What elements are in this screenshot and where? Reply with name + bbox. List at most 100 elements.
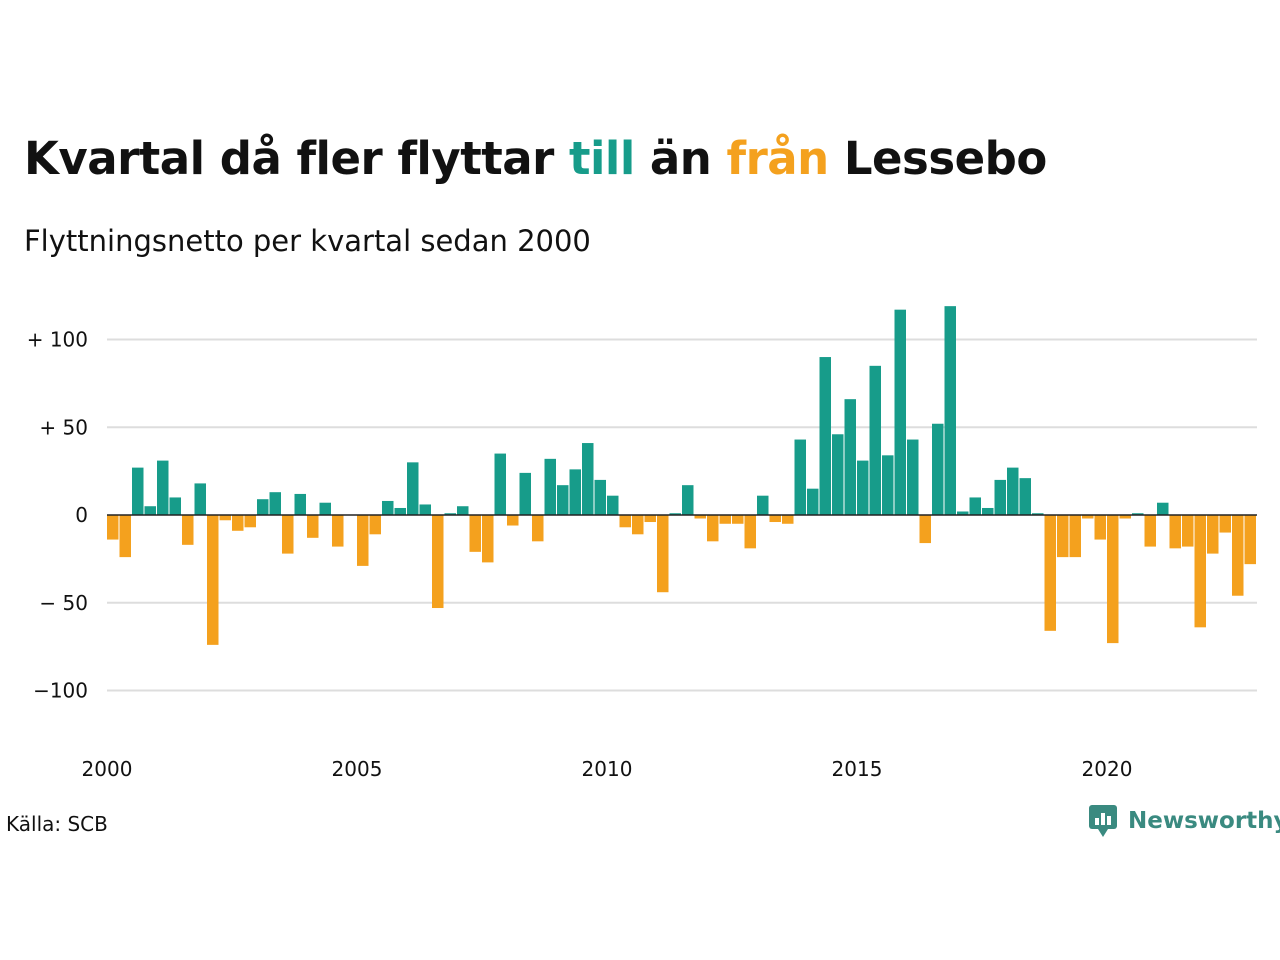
x-tick-label: 2010 (582, 757, 633, 781)
bar (882, 455, 894, 515)
y-tick-label: − 50 (39, 591, 88, 615)
bar (1194, 515, 1206, 628)
bar (994, 479, 1006, 515)
bar (982, 507, 994, 515)
bar (394, 507, 406, 515)
bar (957, 511, 969, 515)
bar (169, 497, 181, 515)
bar (107, 515, 119, 540)
bar (557, 485, 569, 515)
bar (369, 515, 381, 535)
title-highlight-fran: från (726, 132, 830, 185)
bar (919, 515, 931, 544)
bar (1207, 515, 1219, 554)
bar (494, 453, 506, 515)
bar (432, 515, 444, 609)
bar (1019, 478, 1031, 515)
bar (469, 515, 481, 552)
bar (1244, 515, 1256, 565)
bar (194, 483, 206, 515)
y-tick-label: + 100 (27, 328, 88, 352)
bar (219, 515, 231, 521)
bar (144, 506, 156, 515)
bar (132, 467, 144, 515)
brand-logo: Newsworthy (1088, 804, 1280, 838)
bar (894, 309, 906, 515)
bar (844, 399, 856, 515)
bar (319, 502, 331, 515)
bar (1119, 515, 1131, 519)
bar (1107, 515, 1119, 644)
bar (819, 357, 831, 515)
bar (907, 439, 919, 515)
bar (544, 458, 556, 515)
bar (744, 515, 756, 549)
bar (1182, 515, 1194, 547)
bar-chart: −100 − 50 0 + 50 + 100 2000 2005 2010 2015 2020 (27, 306, 1257, 781)
bar (1082, 515, 1094, 519)
bar (682, 485, 694, 515)
bar (1094, 515, 1106, 540)
bar (707, 515, 719, 542)
bar (1007, 467, 1019, 515)
bar (119, 515, 131, 558)
bar (644, 515, 656, 523)
bar (257, 499, 269, 515)
bar (944, 306, 956, 515)
bar (444, 513, 456, 515)
newsworthy-logo-icon (1089, 805, 1117, 837)
bar (1144, 515, 1156, 547)
bar (794, 439, 806, 515)
bar (607, 495, 619, 515)
bar (832, 434, 844, 515)
bar (619, 515, 631, 528)
bar (782, 515, 794, 524)
bar (569, 469, 581, 515)
bar (869, 365, 881, 515)
bar (532, 515, 544, 542)
source-note: Källa: SCB (6, 812, 108, 836)
bar (932, 423, 944, 515)
bar (419, 504, 431, 515)
bar (969, 497, 981, 515)
gridlines (107, 338, 1257, 692)
bar (594, 479, 606, 515)
brand-name: Newsworthy (1128, 808, 1280, 834)
bar (307, 515, 319, 538)
bar (1057, 515, 1069, 558)
y-tick-label: 0 (75, 503, 88, 527)
bar (1157, 502, 1169, 515)
bar (582, 443, 594, 515)
bar (857, 460, 869, 515)
bar (244, 515, 256, 528)
bar (694, 515, 706, 519)
bar (157, 460, 169, 515)
bar (269, 492, 281, 515)
title-highlight-till: till (568, 132, 635, 185)
x-axis-labels: 2000 2005 2010 2015 2020 (82, 757, 1133, 781)
bar (1219, 515, 1231, 533)
bar (1232, 515, 1244, 596)
x-tick-label: 2005 (332, 757, 383, 781)
bar (207, 515, 219, 645)
bar (1032, 513, 1044, 515)
bar (407, 462, 419, 515)
title-part-1: Kvartal då fler flyttar (24, 132, 569, 185)
bar (757, 495, 769, 515)
bar (382, 500, 394, 515)
bar (632, 515, 644, 535)
bar (282, 515, 294, 554)
bar (332, 515, 344, 547)
chart-subtitle: Flyttningsnetto per kvartal sedan 2000 (24, 224, 591, 258)
bar (519, 472, 531, 515)
bar (357, 515, 369, 566)
bar (507, 515, 519, 526)
y-tick-label: −100 (33, 679, 88, 703)
x-tick-label: 2020 (1082, 757, 1133, 781)
bar (1044, 515, 1056, 631)
bar (457, 506, 469, 515)
bar (769, 515, 781, 523)
bar (294, 493, 306, 515)
bar (1169, 515, 1181, 549)
y-axis-labels: −100 − 50 0 + 50 + 100 (27, 328, 88, 703)
